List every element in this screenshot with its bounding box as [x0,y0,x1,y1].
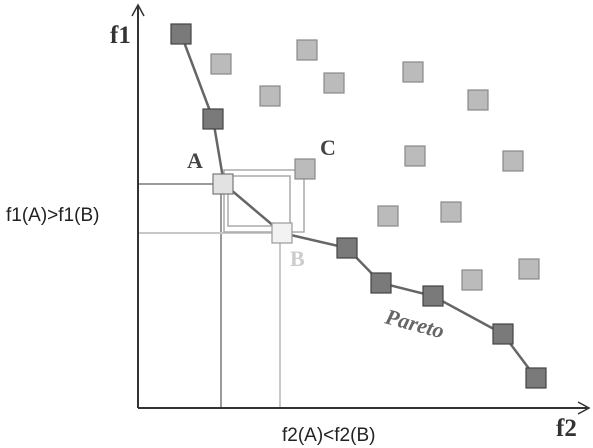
dominated-point [440,201,462,223]
dominance-box-a [223,169,305,233]
pareto-point [336,237,358,259]
x-axis-arrow-icon [577,401,591,415]
y-axis-arrow-icon [131,3,145,17]
dominated-point [518,258,540,280]
pareto-point [370,272,392,294]
pareto-point [202,108,224,130]
f1-comparison-label: f1(A)>f1(B) [6,205,99,226]
pareto-point [525,367,547,389]
f2-comparison-label: f2(A)<f2(B) [282,425,375,446]
pareto-points [170,23,547,389]
dominated-point [294,158,316,180]
pareto-front-line [179,33,537,379]
dominated-point [461,269,483,291]
pareto-front-label: Pareto [382,303,447,343]
point-b-label: B [290,246,305,271]
dominated-point [323,72,345,94]
y-axis-label: f1 [110,22,131,49]
point-c-label: C [320,135,336,160]
pareto-point [492,323,514,345]
pareto-point [170,23,192,45]
dominated-point [259,85,281,107]
point-a-label: A [187,148,203,173]
dominated-point [296,39,318,61]
pareto-point [422,285,444,307]
x-axis-label: f2 [556,415,577,442]
dominated-point [210,53,232,75]
dominated-point [502,150,524,172]
point-b-marker [271,222,293,244]
dominated-point [404,145,426,167]
dominance-box-c [227,175,291,227]
dominated-point [402,61,424,83]
point-a-marker [212,173,234,195]
dominated-point [467,89,489,111]
dominated-point [377,205,399,227]
dominated-points [210,39,540,291]
